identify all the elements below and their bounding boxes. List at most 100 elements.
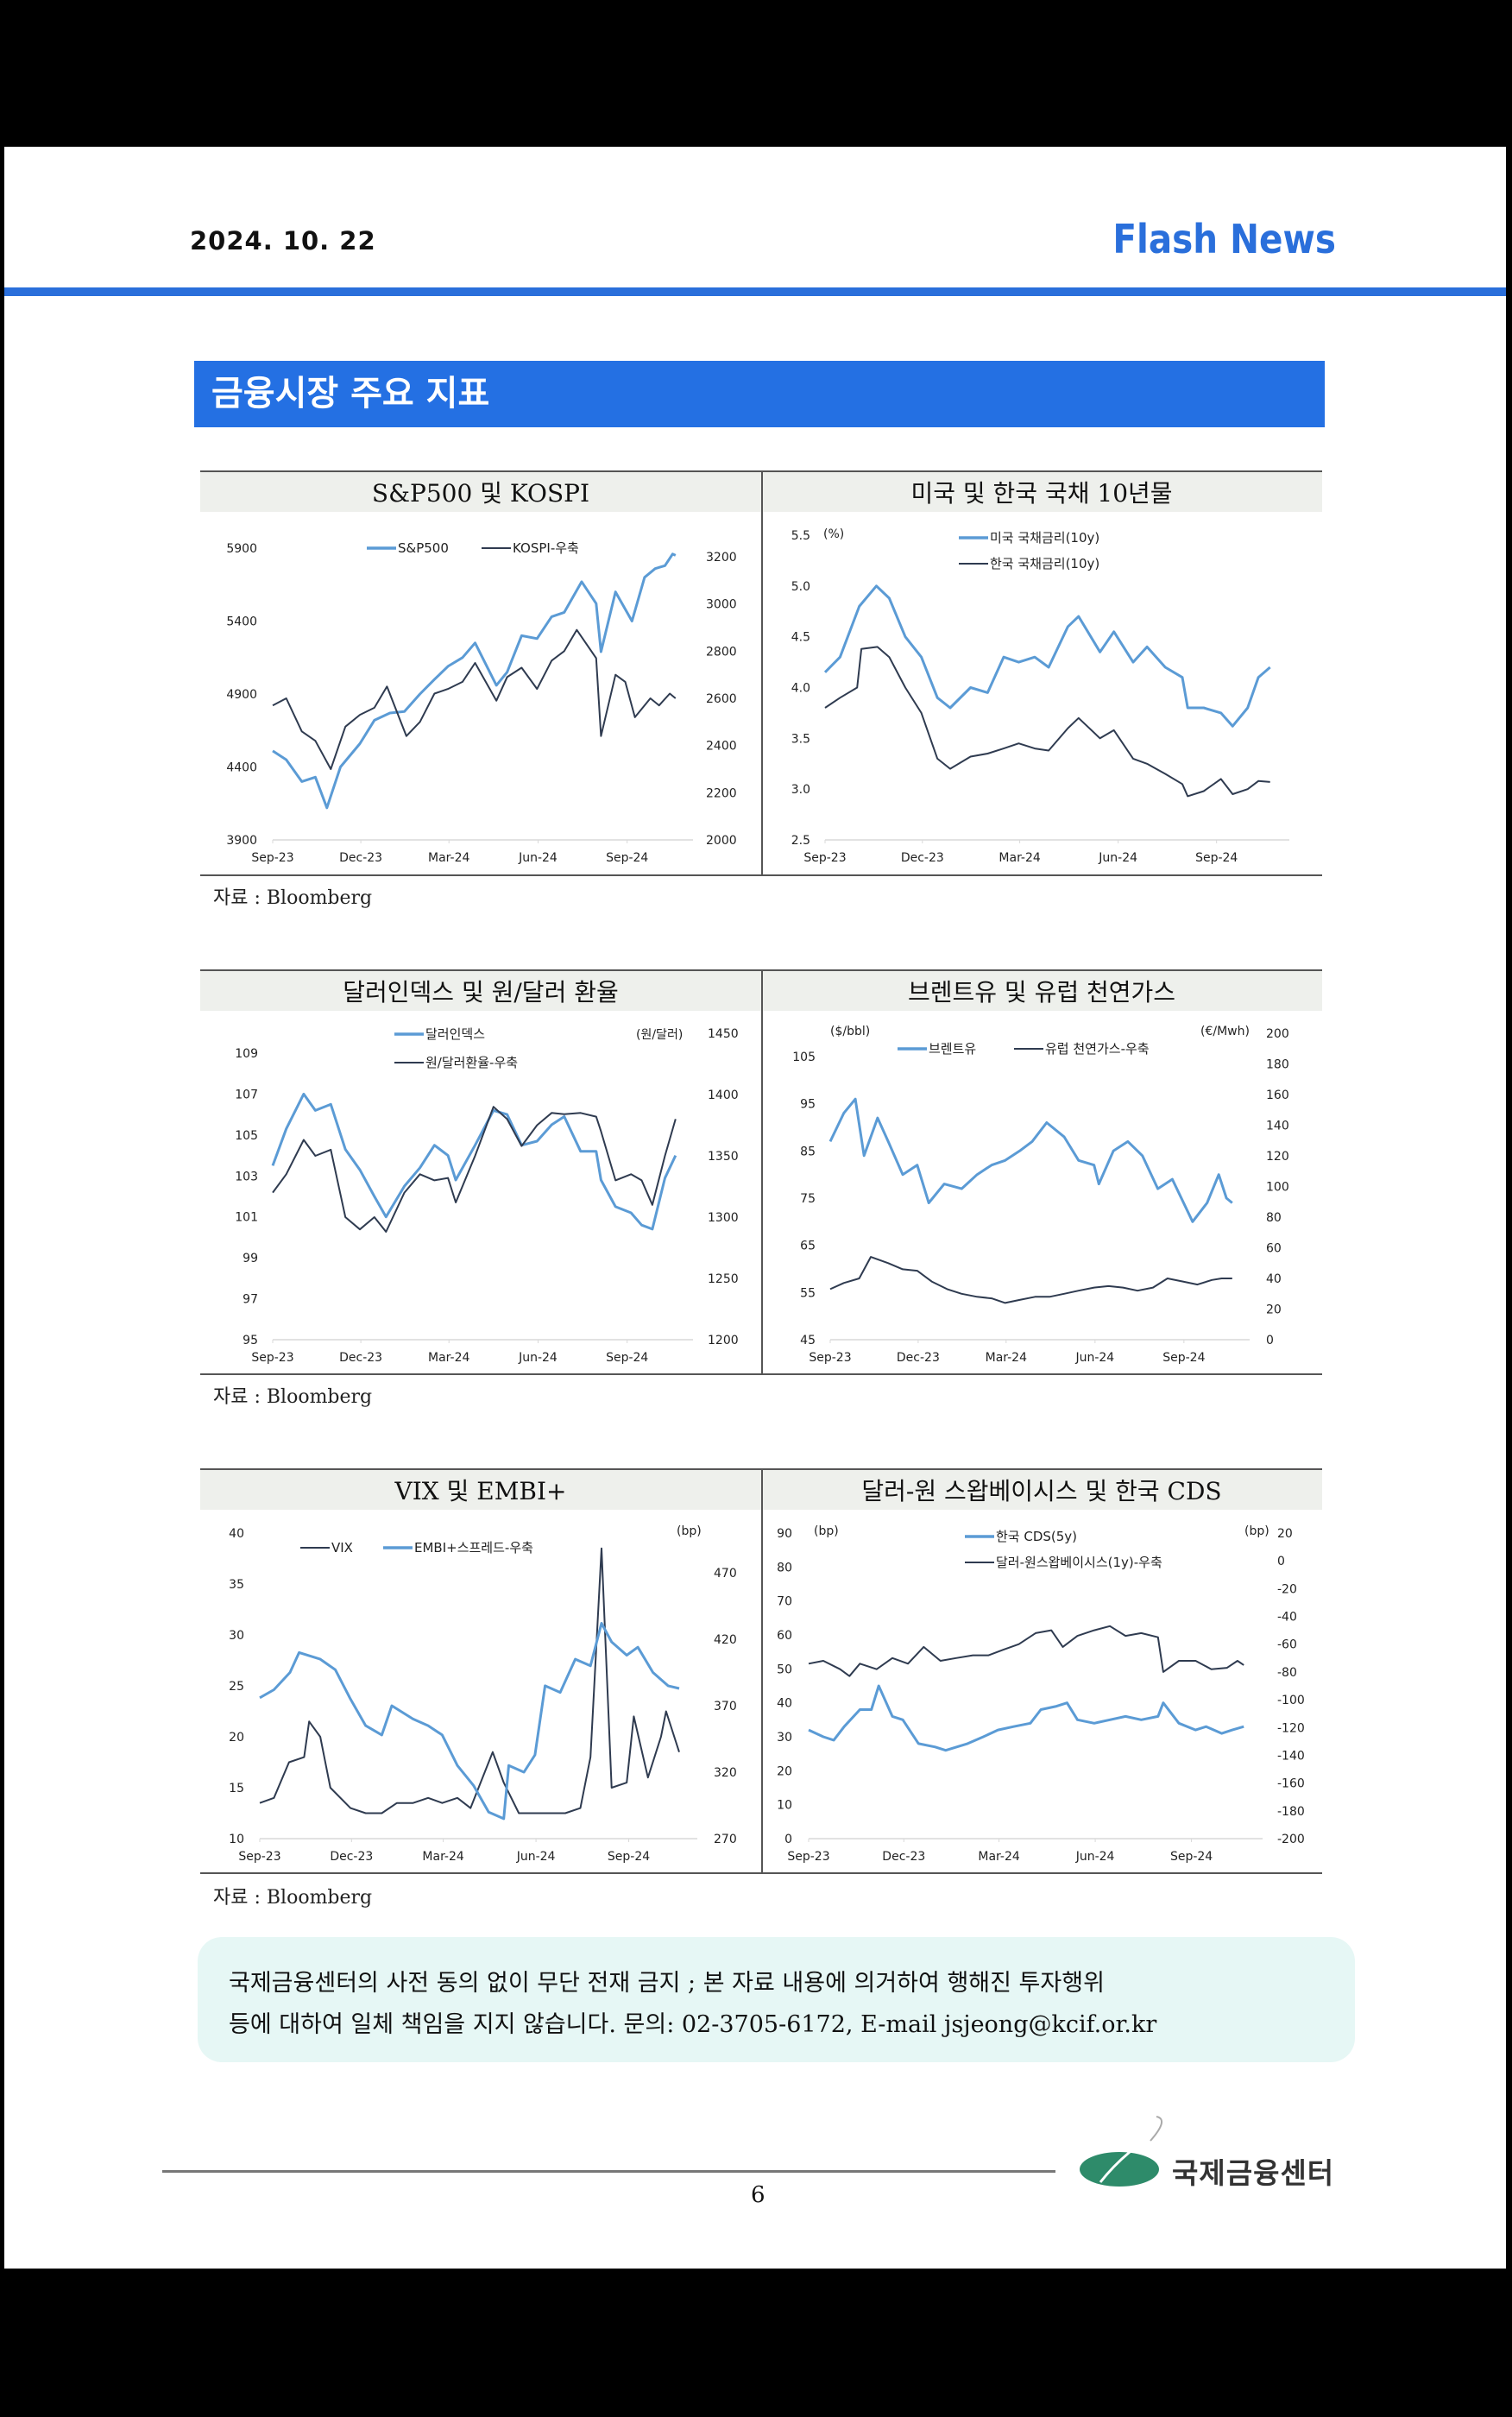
y-left-tick-label: 5900 <box>226 542 257 556</box>
y-left-tick-label: 40 <box>777 1697 792 1711</box>
y-left-tick-label: 3.5 <box>791 732 810 746</box>
series-line-0 <box>259 1547 680 1814</box>
source-note: 자료 : Bloomberg <box>213 1386 373 1408</box>
flash-news-brand: Flash News <box>1112 216 1336 262</box>
y-left-tick-label: 95 <box>800 1098 816 1112</box>
y-right-unit: (bp) <box>1244 1524 1269 1538</box>
y-left-tick-label: 107 <box>235 1088 258 1101</box>
y-left-tick-label: 2.5 <box>791 834 810 848</box>
y-right-tick-label: 140 <box>1266 1120 1289 1133</box>
legend-label: EMBI+스프레드-우축 <box>414 1540 533 1556</box>
y-left-unit: (%) <box>823 527 844 541</box>
chart-title-band <box>761 470 1322 512</box>
y-right-tick-label: 2000 <box>706 834 737 848</box>
x-tick-label: Jun-24 <box>518 1351 558 1365</box>
kcif-logo-icon <box>1080 2116 1166 2187</box>
x-tick-label: Mar-24 <box>428 851 469 865</box>
y-right-tick-label: 1400 <box>708 1089 739 1102</box>
series-line-0 <box>272 552 677 810</box>
x-tick-label: Sep-23 <box>809 1351 851 1365</box>
source-note: 자료 : Bloomberg <box>213 1887 373 1909</box>
y-left-tick-label: 20 <box>229 1731 244 1745</box>
email-link[interactable]: jsjeong@kcif.or.kr <box>943 2011 1157 2038</box>
y-left-tick-label: 105 <box>792 1051 816 1064</box>
y-right-tick-label: 320 <box>714 1766 737 1780</box>
kcif-logo-text: 국제금융센터 <box>1172 2156 1335 2190</box>
y-right-tick-label: -140 <box>1277 1749 1305 1763</box>
y-right-unit: (€/Mwh) <box>1200 1025 1250 1038</box>
y-left-tick-label: 25 <box>229 1680 244 1694</box>
y-right-tick-label: 1450 <box>708 1027 739 1041</box>
y-right-tick-label: 1200 <box>708 1334 739 1347</box>
y-right-tick-label: 370 <box>714 1700 737 1713</box>
y-right-tick-label: 160 <box>1266 1089 1289 1102</box>
y-right-tick-label: 0 <box>1277 1555 1285 1568</box>
y-left-unit: ($/bbl) <box>830 1025 870 1038</box>
y-left-tick-label: 70 <box>777 1595 792 1609</box>
x-tick-label: Jun-24 <box>516 1850 556 1864</box>
series-line-0 <box>808 1684 1244 1752</box>
y-right-tick-label: 60 <box>1266 1242 1282 1256</box>
series-line-1 <box>808 1625 1244 1677</box>
chart-svg: 브렌트유 및 유럽 천연가스 Sep-23 Dec-23 Mar-24 Jun-24 Se… <box>761 969 1322 1375</box>
y-right-unit: (원/달러) <box>636 1028 683 1042</box>
y-left-tick-label: 40 <box>229 1527 244 1541</box>
chart-title-band <box>761 1468 1322 1510</box>
y-left-tick-label: 4400 <box>226 761 257 775</box>
y-right-tick-label: 1250 <box>708 1272 739 1286</box>
x-tick-label: Sep-24 <box>1162 1351 1205 1365</box>
chart-svg: 미국 및 한국 국채 10년물 Sep-23 Dec-23 Mar-24 Jun-24 S… <box>761 470 1322 876</box>
y-left-tick-label: 60 <box>777 1629 792 1643</box>
chart-vix-embi: VIX 및 EMBI+ Sep-23 Dec-23 Mar-24 Jun-24 Sep-2… <box>200 1468 761 1874</box>
y-right-tick-label: 1300 <box>708 1211 739 1225</box>
y-right-tick-label: 20 <box>1277 1527 1293 1541</box>
chart-svg: VIX 및 EMBI+ Sep-23 Dec-23 Mar-24 Jun-24 Sep-2… <box>200 1468 761 1874</box>
series-line-1 <box>259 1622 680 1821</box>
y-right-tick-label: -160 <box>1277 1777 1305 1791</box>
page-number: 6 <box>751 2182 765 2208</box>
y-left-tick-label: 105 <box>235 1129 258 1143</box>
chart-title: 미국 및 한국 국채 10년물 <box>910 479 1172 508</box>
chart-svg: 달러인덱스 및 원/달러 환율 Sep-23 Dec-23 Mar-24 Jun-24 S… <box>200 969 761 1375</box>
y-right-tick-label: -20 <box>1277 1582 1297 1596</box>
x-tick-label: Sep-24 <box>608 1850 650 1864</box>
legend-label: 유럽 천연가스-우축 <box>1045 1041 1150 1057</box>
y-left-tick-label: 0 <box>784 1833 792 1846</box>
x-tick-label: Jun-24 <box>1098 851 1137 865</box>
chart-title: VIX 및 EMBI+ <box>394 1477 567 1505</box>
chart-brent-gas: 브렌트유 및 유럽 천연가스 Sep-23 Dec-23 Mar-24 Jun-24 Se… <box>761 969 1322 1375</box>
y-right-tick-label: 2400 <box>706 740 737 754</box>
y-left-tick-label: 30 <box>777 1731 792 1745</box>
x-tick-label: Sep-23 <box>238 1850 280 1864</box>
x-tick-label: Sep-23 <box>251 851 293 865</box>
disclaimer-box <box>198 1937 1355 2062</box>
series-line-1 <box>824 646 1270 798</box>
legend-label: KOSPI-우축 <box>513 540 579 556</box>
legend-label: 브렌트유 <box>929 1041 976 1057</box>
y-left-tick-label: 5.5 <box>791 529 810 543</box>
x-tick-label: Jun-24 <box>518 851 558 865</box>
x-tick-label: Jun-24 <box>1075 1850 1115 1864</box>
y-left-tick-label: 3900 <box>226 834 257 848</box>
series-line-1 <box>272 628 677 770</box>
y-right-tick-label: 3000 <box>706 598 737 612</box>
legend-label: 한국 국채금리(10y) <box>990 556 1099 571</box>
report-date: 2024. 10. 22 <box>190 226 376 256</box>
y-left-tick-label: 4.5 <box>791 631 810 645</box>
y-left-unit: (bp) <box>814 1524 839 1538</box>
x-tick-label: Sep-23 <box>787 1850 829 1864</box>
legend-label: 원/달러환율-우축 <box>425 1055 518 1070</box>
y-right-tick-label: 100 <box>1266 1181 1289 1195</box>
y-left-tick-label: 99 <box>243 1252 258 1265</box>
chart-us-kr-10y-yield: 미국 및 한국 국채 10년물 Sep-23 Dec-23 Mar-24 Jun-24 S… <box>761 470 1322 876</box>
y-left-tick-label: 109 <box>235 1047 258 1061</box>
chart-title: 브렌트유 및 유럽 천연가스 <box>908 978 1175 1007</box>
y-left-tick-label: 4.0 <box>791 682 810 696</box>
y-left-tick-label: 97 <box>243 1293 258 1307</box>
y-left-tick-label: 80 <box>777 1561 792 1575</box>
y-left-tick-label: 65 <box>800 1240 816 1253</box>
disclaimer-line-1: 국제금융센터의 사전 동의 없이 무단 전재 금지 ; 본 자료 내용에 의거하… <box>229 1970 1105 1997</box>
section-title: 금융시장 주요 지표 <box>194 361 1325 427</box>
x-tick-label: Dec-23 <box>330 1850 373 1864</box>
y-right-tick-label: 20 <box>1266 1303 1282 1317</box>
